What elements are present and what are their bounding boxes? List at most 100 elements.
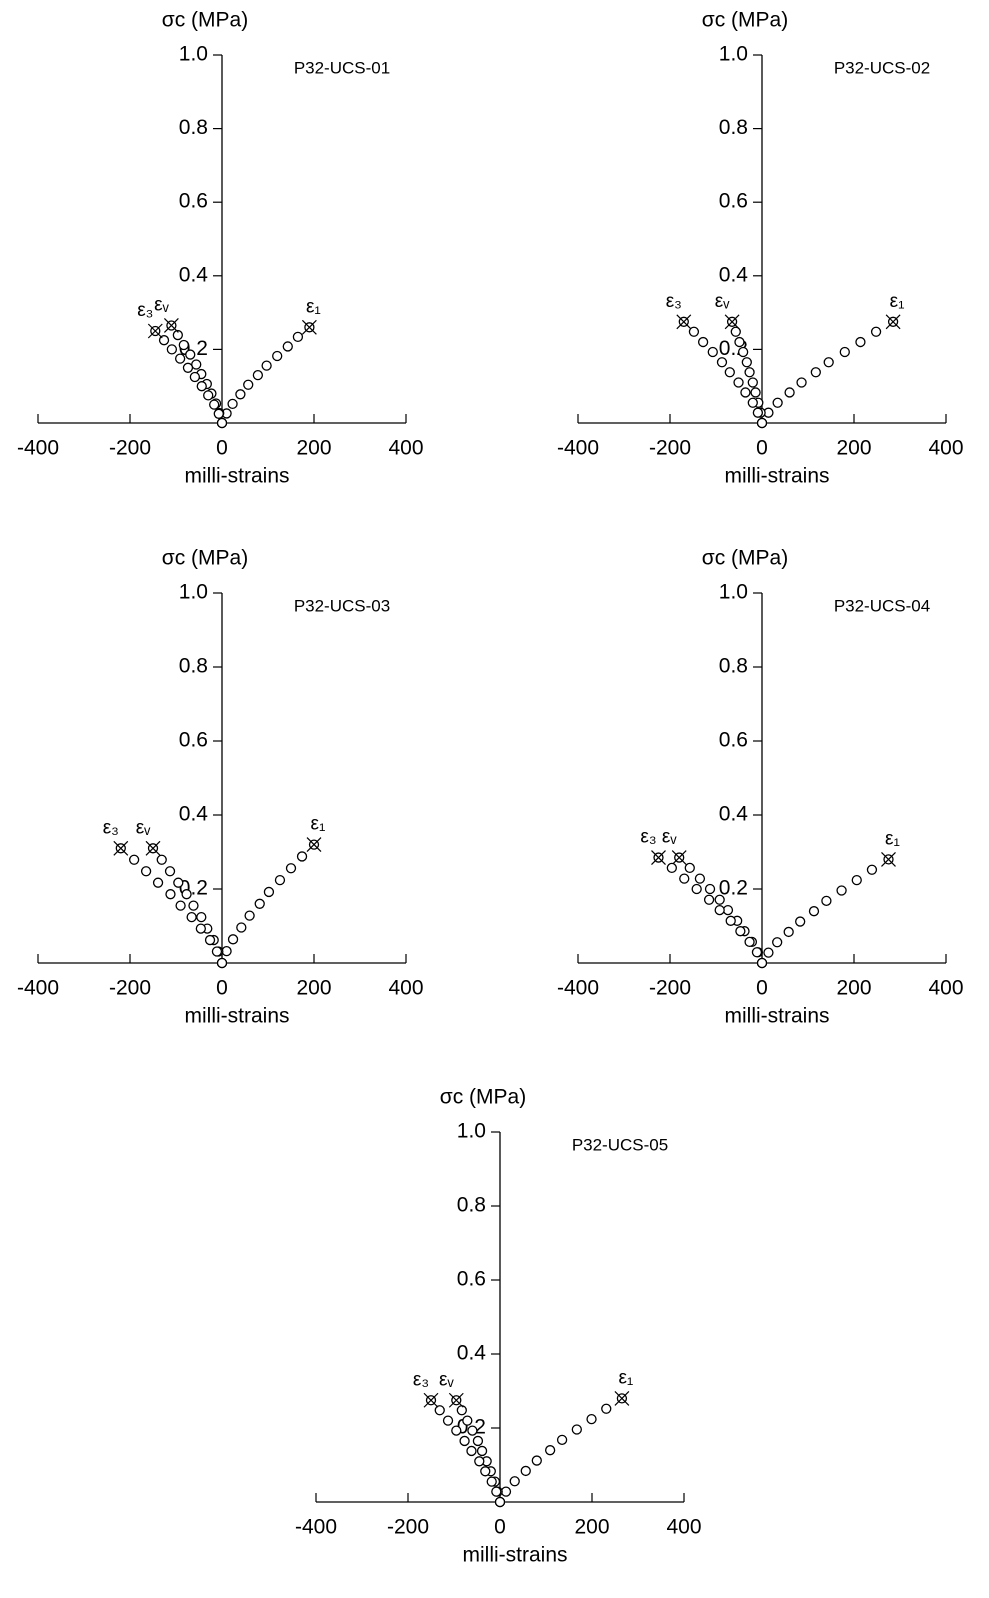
data-point	[706, 885, 715, 894]
data-point	[273, 352, 282, 361]
y-tick-label: 0.8	[719, 116, 748, 139]
data-point	[460, 1436, 469, 1445]
data-point	[745, 937, 754, 946]
data-point	[190, 373, 199, 382]
data-point	[751, 388, 760, 397]
data-point	[735, 338, 744, 347]
data-point	[481, 1467, 490, 1476]
y-tick-label: 1.0	[179, 43, 208, 66]
data-point	[764, 948, 773, 957]
y-axis-label: σc (MPa)	[702, 9, 788, 32]
data-point	[758, 419, 767, 428]
x-tick-label: 0	[756, 977, 768, 1000]
x-tick-label: -400	[17, 437, 59, 460]
data-point	[176, 901, 185, 910]
y-tick-label: 1.0	[179, 581, 208, 604]
series-label: εᵥ	[715, 291, 730, 312]
data-point	[245, 911, 254, 920]
data-point	[748, 398, 757, 407]
data-point	[197, 382, 206, 391]
y-tick-label: 0.6	[179, 190, 208, 213]
y-tick-label: 1.0	[719, 581, 748, 604]
series-label: ε₁	[885, 828, 900, 849]
data-point	[753, 408, 762, 417]
data-point	[166, 867, 175, 876]
x-tick-label: -200	[109, 437, 151, 460]
data-point	[237, 923, 246, 932]
x-tick-label: -200	[649, 977, 691, 1000]
y-axis-label: σc (MPa)	[162, 547, 248, 570]
data-point	[692, 885, 701, 894]
data-point	[183, 363, 192, 372]
data-point	[741, 388, 750, 397]
series-label: ε₁	[618, 1367, 633, 1388]
data-point	[130, 855, 139, 864]
data-point	[773, 938, 782, 947]
x-tick-label: 400	[928, 977, 963, 1000]
x-tick-label: 0	[216, 437, 228, 460]
data-point	[699, 338, 708, 347]
series-label: ε₁	[306, 296, 321, 317]
panel: -400-20002004000.20.40.60.81.0milli-stra…	[17, 547, 424, 1028]
data-point	[236, 390, 245, 399]
chart-title: P32-UCS-05	[572, 1135, 668, 1154]
series-label: ε₃	[666, 291, 682, 312]
x-tick-label: -200	[109, 977, 151, 1000]
y-tick-label: 0.8	[179, 116, 208, 139]
data-point	[532, 1456, 541, 1465]
data-point	[680, 874, 689, 883]
data-point	[167, 345, 176, 354]
data-point	[228, 399, 237, 408]
data-point	[174, 878, 183, 887]
data-point	[784, 927, 793, 936]
y-tick-label: 0.6	[179, 729, 208, 752]
data-point	[275, 876, 284, 885]
data-point	[496, 1498, 505, 1507]
x-tick-label: -200	[387, 1516, 429, 1539]
y-tick-label: 0.4	[179, 803, 209, 826]
x-tick-label: 200	[836, 977, 871, 1000]
data-point	[157, 855, 166, 864]
y-tick-label: 0.8	[179, 655, 208, 678]
figure: -400-20002004000.20.40.60.81.0milli-stra…	[0, 0, 989, 1598]
y-tick-label: 0.4	[457, 1342, 487, 1365]
data-point	[435, 1406, 444, 1415]
data-point	[739, 347, 748, 356]
data-point	[572, 1425, 581, 1434]
chart-title: P32-UCS-02	[834, 58, 930, 77]
series-label: εᵥ	[662, 827, 677, 848]
data-point	[824, 358, 833, 367]
data-point	[748, 378, 757, 387]
series-label: ε₃	[413, 1369, 429, 1390]
data-point	[218, 959, 227, 968]
data-point	[726, 916, 735, 925]
data-point	[197, 913, 206, 922]
data-point	[179, 340, 188, 349]
data-point	[705, 895, 714, 904]
data-point	[478, 1446, 487, 1455]
data-point	[745, 368, 754, 377]
y-tick-label: 0.6	[719, 729, 748, 752]
series-label: εᵥ	[136, 817, 151, 838]
y-tick-label: 1.0	[719, 43, 748, 66]
data-point	[206, 936, 215, 945]
x-axis-label: milli-strains	[725, 1005, 830, 1028]
x-tick-label: -200	[649, 437, 691, 460]
data-point	[492, 1487, 501, 1496]
x-tick-label: 200	[574, 1516, 609, 1539]
data-point	[186, 350, 195, 359]
y-axis-label: σc (MPa)	[702, 547, 788, 570]
data-point	[475, 1457, 484, 1466]
data-point	[852, 876, 861, 885]
chart-title: P32-UCS-04	[834, 596, 930, 615]
data-point	[587, 1415, 596, 1424]
data-point	[473, 1436, 482, 1445]
data-point	[253, 371, 262, 380]
y-tick-label: 0.8	[719, 655, 748, 678]
data-point	[196, 924, 205, 933]
x-tick-label: 400	[388, 977, 423, 1000]
data-point	[244, 380, 253, 389]
data-point	[255, 899, 264, 908]
data-point	[187, 913, 196, 922]
